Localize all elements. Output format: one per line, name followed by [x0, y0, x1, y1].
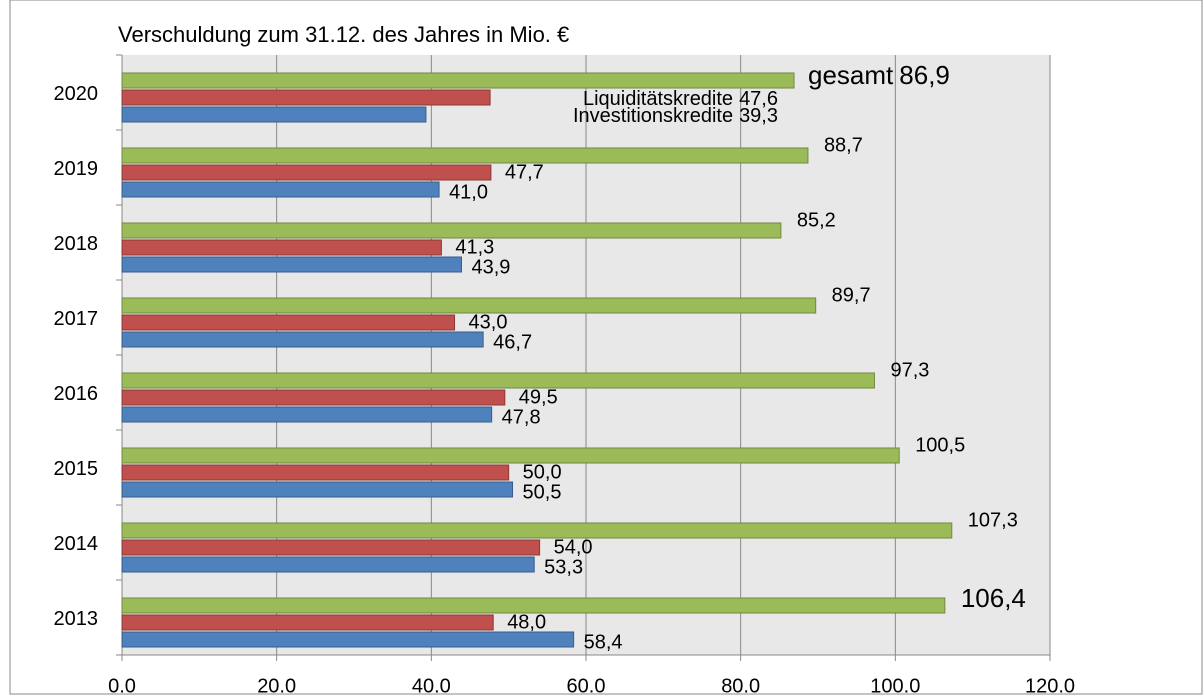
bar [121, 631, 575, 648]
bar [121, 89, 491, 106]
bar [121, 389, 506, 406]
y-tick-label: 2020 [54, 83, 99, 105]
x-tick-label: 40.0 [412, 675, 451, 695]
x-tick-label: 0.0 [108, 675, 136, 695]
data-label-value: 39,3 [739, 105, 778, 127]
data-label: Investitionskredite 39,3 [573, 105, 778, 127]
series-name: Liquiditätskredite [583, 88, 733, 110]
data-label: 107,3 [968, 509, 1018, 531]
data-label: 50,5 [523, 481, 562, 503]
y-tick-label: 2019 [54, 158, 99, 180]
series-name: gesamt [808, 60, 894, 90]
y-tick-label: 2016 [54, 383, 99, 405]
bar [121, 447, 900, 464]
data-label: 41,0 [449, 181, 488, 203]
data-label: 47,8 [502, 406, 541, 428]
bar [121, 481, 514, 498]
x-tick-label: 20.0 [257, 675, 296, 695]
data-label: 54,0 [554, 536, 593, 558]
data-label: Liquiditätskredite 47,6 [583, 88, 778, 110]
y-tick-label: 2014 [54, 533, 99, 555]
data-label: gesamt 86,9 [808, 60, 950, 90]
y-tick-label: 2015 [54, 458, 99, 480]
bar [121, 539, 541, 556]
data-label: 43,0 [469, 311, 508, 333]
bar [121, 106, 427, 123]
bar [121, 297, 817, 314]
data-label: 46,7 [493, 331, 532, 353]
bar [121, 597, 946, 614]
x-tick-label: 120.0 [1025, 675, 1075, 695]
x-tick-label: 80.0 [721, 675, 760, 695]
bar [121, 406, 493, 423]
bar [121, 556, 535, 573]
x-tick-label: 100.0 [870, 675, 920, 695]
y-tick-label: 2013 [54, 608, 99, 630]
data-label: 88,7 [824, 134, 863, 156]
data-label: 85,2 [797, 209, 836, 231]
data-label: 50,0 [523, 461, 562, 483]
x-tick-label: 60.0 [567, 675, 606, 695]
data-label: 49,5 [519, 386, 558, 408]
data-label: 48,0 [507, 611, 546, 633]
data-label: 58,4 [584, 631, 623, 653]
bar [121, 222, 782, 239]
data-label: 53,3 [544, 556, 583, 578]
data-label: 100,5 [915, 434, 965, 456]
bar [121, 314, 456, 331]
bar [121, 72, 795, 89]
bar [121, 256, 462, 273]
bar [121, 614, 494, 631]
chart-title: Verschuldung zum 31.12. des Jahres in Mi… [118, 22, 569, 47]
bar [121, 164, 492, 181]
data-label-value: 86,9 [899, 60, 950, 90]
data-label: 43,9 [471, 256, 510, 278]
series-name: Investitionskredite [573, 105, 733, 127]
data-label: 106,4 [961, 583, 1026, 613]
bar [121, 239, 442, 256]
y-tick-label: 2017 [54, 308, 99, 330]
bar [121, 464, 510, 481]
data-label: 89,7 [832, 284, 871, 306]
data-label: 41,3 [455, 236, 494, 258]
data-label: 97,3 [890, 359, 929, 381]
y-tick-label: 2018 [54, 233, 99, 255]
bar [121, 181, 440, 198]
bar [121, 372, 875, 389]
bar [121, 522, 953, 539]
bar [121, 147, 809, 164]
bar [121, 331, 484, 348]
data-label: 47,7 [505, 161, 544, 183]
data-label-value: 47,6 [739, 88, 778, 110]
